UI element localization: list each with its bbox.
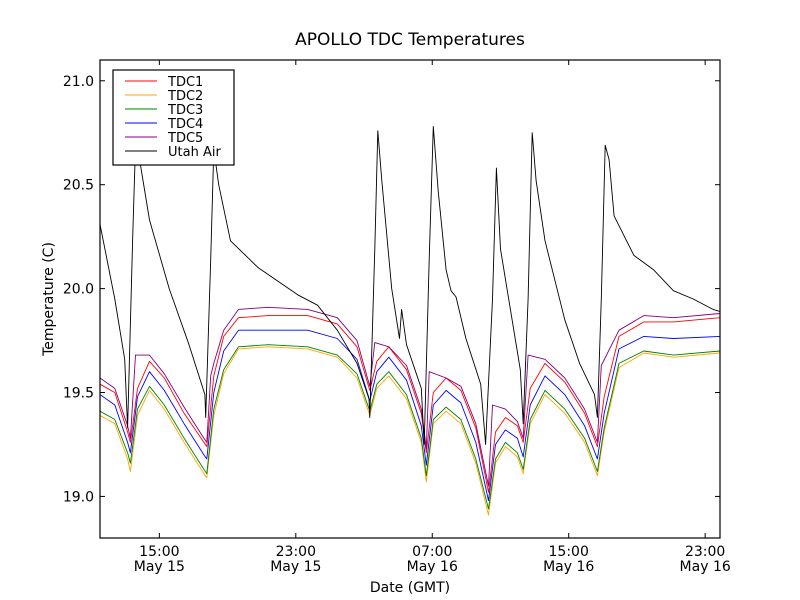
legend-label: Utah Air <box>168 145 221 160</box>
x-tick-label-time: 15:00 <box>549 544 589 560</box>
x-tick-label-date: May 15 <box>134 559 185 575</box>
legend-label: TDC3 <box>167 103 203 118</box>
series-line-utah-air <box>100 126 720 445</box>
y-tick-label: 19.0 <box>63 489 94 505</box>
series-line-tdc2 <box>100 346 720 516</box>
y-tick-label: 20.5 <box>63 178 94 194</box>
legend-label: TDC5 <box>167 131 203 146</box>
x-tick-label-time: 23:00 <box>685 544 725 560</box>
x-tick-label-date: May 16 <box>543 559 594 575</box>
x-tick-label-time: 15:00 <box>139 544 179 560</box>
x-tick-label-date: May 16 <box>680 559 731 575</box>
plot-frame <box>99 59 721 539</box>
y-tick-label: 20.0 <box>63 282 94 298</box>
y-axis-label: Temperature (C) <box>41 242 57 357</box>
x-tick-label-time: 07:00 <box>412 544 452 560</box>
legend-label: TDC4 <box>167 117 203 132</box>
series-line-tdc1 <box>100 315 720 493</box>
series-line-tdc5 <box>100 306 720 487</box>
x-tick-label-date: May 15 <box>270 559 321 575</box>
y-tick-label: 19.5 <box>63 386 94 402</box>
y-tick-label: 21.0 <box>63 74 94 90</box>
series-line-tdc3 <box>100 344 720 510</box>
x-tick-label-time: 23:00 <box>276 544 316 560</box>
legend-label: TDC1 <box>167 75 203 90</box>
series-layer <box>100 126 720 516</box>
series-line-tdc4 <box>100 329 720 502</box>
legend-box <box>112 69 235 166</box>
x-tick-label-date: May 16 <box>407 559 458 575</box>
chart-title: APOLLO TDC Temperatures <box>295 30 525 50</box>
x-axis-label: Date (GMT) <box>370 580 450 596</box>
legend-label: TDC2 <box>167 89 203 104</box>
